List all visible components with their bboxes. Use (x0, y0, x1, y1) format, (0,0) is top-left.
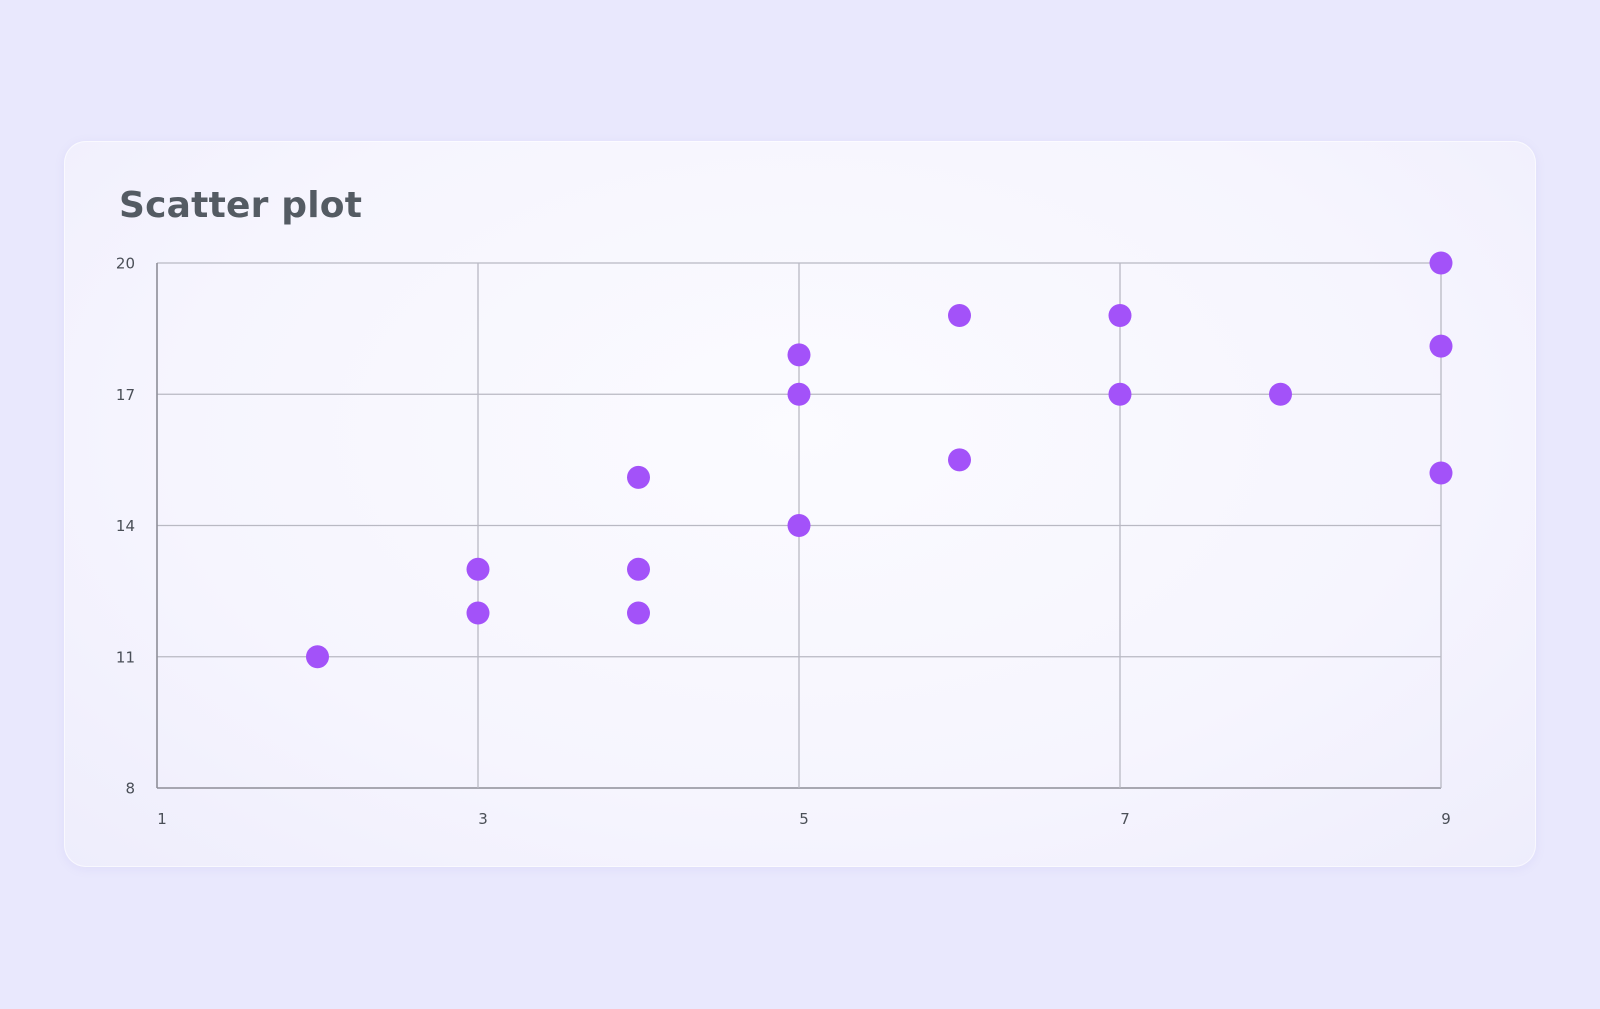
x-tick-label: 7 (1120, 810, 1130, 828)
data-point (787, 343, 811, 367)
data-point (1108, 304, 1132, 327)
x-tick-label: 3 (478, 810, 488, 828)
y-tick-label: 11 (116, 648, 135, 666)
x-tick-label: 5 (799, 810, 809, 828)
x-tick-label: 9 (1441, 810, 1451, 828)
y-tick-label: 17 (116, 386, 135, 404)
data-points (306, 251, 1453, 669)
data-point (627, 601, 650, 625)
y-tick-label: 8 (125, 780, 135, 798)
y-tick-label: 14 (116, 517, 135, 535)
data-point (1429, 251, 1453, 275)
data-point (466, 557, 490, 581)
data-point (466, 601, 490, 625)
data-point (1429, 334, 1453, 358)
data-point (948, 448, 971, 472)
data-point (627, 557, 650, 581)
y-tick-label: 20 (116, 255, 135, 273)
data-point (306, 645, 329, 669)
data-point (1269, 382, 1292, 406)
data-point (1429, 461, 1453, 485)
data-point (787, 382, 811, 406)
x-tick-label: 1 (157, 810, 167, 828)
data-point (627, 465, 650, 489)
x-tick-labels: 1 3 5 7 9 (157, 810, 1451, 828)
chart-card: Scatter plot 8 11 14 17 20 1 3 5 7 9 (64, 141, 1536, 867)
data-point (787, 514, 811, 537)
y-tick-labels: 8 11 14 17 20 (116, 255, 135, 798)
data-point (948, 304, 971, 327)
scatter-plot: 8 11 14 17 20 1 3 5 7 9 (116, 251, 1453, 828)
data-point (1108, 382, 1132, 406)
chart-title: Scatter plot (119, 185, 363, 226)
